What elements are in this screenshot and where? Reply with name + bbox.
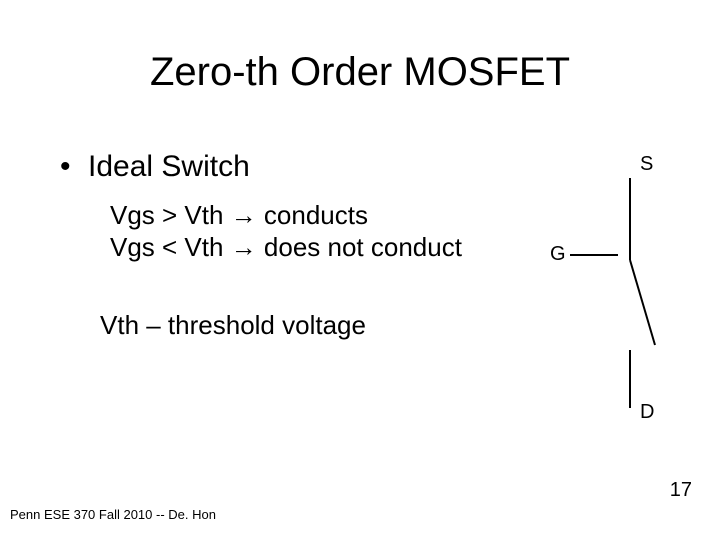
terminal-d-label: D	[640, 401, 654, 423]
bullet-ideal-switch: •Ideal Switch	[60, 150, 250, 184]
terminal-s-label: S	[640, 153, 653, 175]
bullet-dot-icon: •	[60, 150, 88, 184]
condition-conducts: Vgs > Vth → conducts	[110, 200, 368, 231]
terminal-g-label: G	[550, 243, 566, 265]
page-number: 17	[670, 479, 692, 502]
mosfet-switch-diagram: S G D	[520, 150, 680, 440]
bullet-text: Ideal Switch	[88, 150, 250, 183]
condition-not-conduct: Vgs < Vth → does not conduct	[110, 232, 462, 263]
slide-title: Zero-th Order MOSFET	[0, 50, 720, 95]
slide: Zero-th Order MOSFET •Ideal Switch Vgs >…	[0, 0, 720, 540]
vth-definition: Vth – threshold voltage	[100, 310, 366, 341]
switch-arm	[630, 260, 655, 345]
footer-text: Penn ESE 370 Fall 2010 -- De. Hon	[10, 507, 216, 522]
